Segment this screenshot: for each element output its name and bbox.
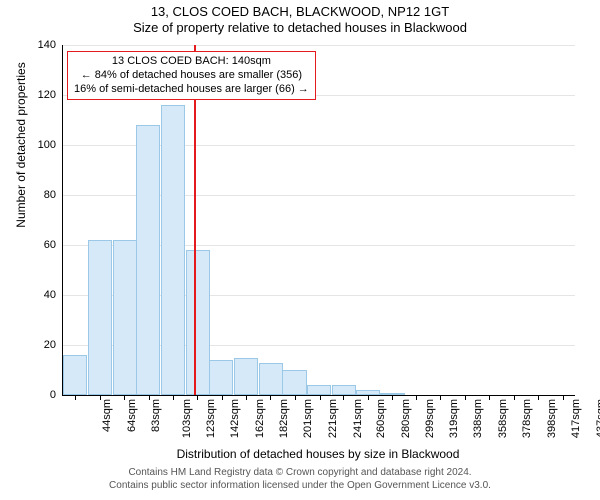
x-tick-label: 44sqm — [101, 399, 113, 432]
x-tick-label: 83sqm — [150, 399, 162, 432]
histogram-bar — [307, 385, 331, 395]
x-tick-label: 437sqm — [595, 399, 600, 438]
x-tick-label: 358sqm — [497, 399, 509, 438]
histogram-bar — [259, 363, 283, 396]
x-tick-label: 201sqm — [302, 399, 314, 438]
histogram-bar — [234, 358, 258, 396]
title-line-1: 13, CLOS COED BACH, BLACKWOOD, NP12 1GT — [0, 4, 600, 20]
histogram-bar — [63, 355, 87, 395]
x-tick-label: 280sqm — [400, 399, 412, 438]
y-tick-label: 120 — [38, 89, 62, 101]
y-tick-label: 20 — [44, 339, 62, 351]
callout-line: 16% of semi-detached houses are larger (… — [74, 83, 309, 97]
histogram-bar — [88, 240, 112, 395]
histogram-bar — [209, 360, 233, 395]
y-tick-label: 60 — [44, 239, 62, 251]
x-ticks: 44sqm 64sqm 83sqm 103sqm 123sqm 142sqm 162sqm 1… — [62, 399, 574, 449]
title-line-2: Size of property relative to detached ho… — [0, 20, 600, 36]
histogram-bar — [332, 385, 356, 395]
x-tick-label: 398sqm — [546, 399, 558, 438]
y-tick-label: 140 — [38, 39, 62, 51]
x-tick-label: 241sqm — [352, 399, 364, 438]
x-tick-label: 142sqm — [229, 399, 241, 438]
footer: Contains HM Land Registry data © Crown c… — [0, 467, 600, 492]
footer-line-2: Contains public sector information licen… — [0, 480, 600, 493]
gridline-h — [63, 45, 575, 46]
x-tick-label: 162sqm — [254, 399, 266, 438]
chart-wrapper: { "header": { "title_line1": "13, CLOS C… — [0, 0, 600, 500]
x-tick-label: 378sqm — [522, 399, 534, 438]
y-tick-label: 80 — [44, 189, 62, 201]
y-tick-label: 40 — [44, 289, 62, 301]
y-tick-label: 100 — [38, 139, 62, 151]
x-tick-label: 260sqm — [375, 399, 387, 438]
title-block: 13, CLOS COED BACH, BLACKWOOD, NP12 1GT … — [0, 4, 600, 35]
y-ticks: 020406080100120140 — [0, 45, 62, 395]
histogram-bar — [161, 105, 185, 395]
x-tick-label: 182sqm — [279, 399, 291, 438]
x-tick-label: 417sqm — [570, 399, 582, 438]
x-tick-label: 299sqm — [424, 399, 436, 438]
footer-line-1: Contains HM Land Registry data © Crown c… — [0, 467, 600, 480]
x-tick-label: 221sqm — [327, 399, 339, 438]
x-axis-label: Distribution of detached houses by size … — [62, 447, 574, 461]
callout-line: 13 CLOS COED BACH: 140sqm — [74, 55, 309, 69]
plot-area: 13 CLOS COED BACH: 140sqm← 84% of detach… — [62, 45, 575, 396]
x-tick-label: 123sqm — [205, 399, 217, 438]
callout-line: ← 84% of detached houses are smaller (35… — [74, 69, 309, 83]
histogram-bar — [282, 370, 306, 395]
y-tick-label: 0 — [50, 389, 62, 401]
x-tick-label: 64sqm — [126, 399, 138, 432]
histogram-bar — [113, 240, 137, 395]
x-tick-label: 319sqm — [448, 399, 460, 438]
histogram-bar — [186, 250, 210, 395]
x-tick-label: 103sqm — [181, 399, 193, 438]
marker-callout: 13 CLOS COED BACH: 140sqm← 84% of detach… — [67, 51, 316, 100]
histogram-bar — [136, 125, 160, 395]
x-tick-label: 338sqm — [472, 399, 484, 438]
